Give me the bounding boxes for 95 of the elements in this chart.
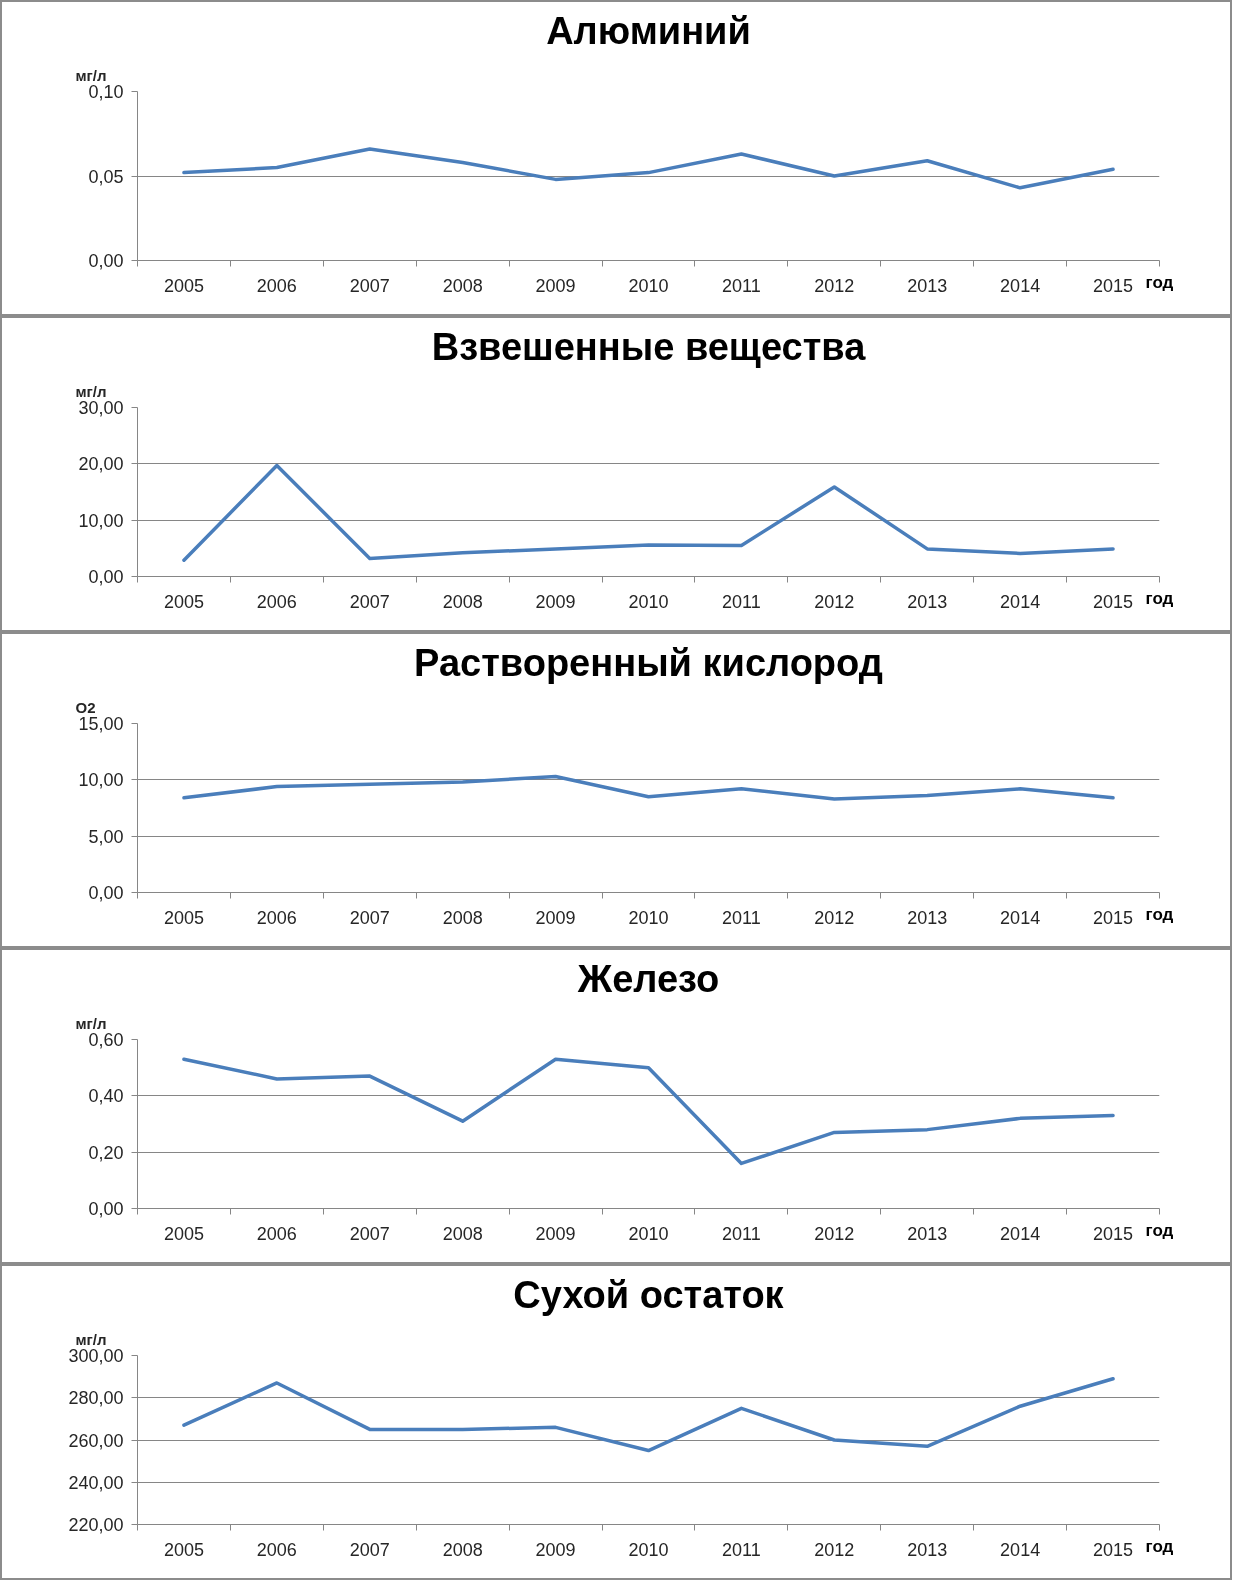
- x-tick-label: 2015: [1093, 591, 1134, 612]
- y-tick-label: 15,00: [78, 714, 124, 734]
- chart-title: Железо: [576, 957, 720, 1000]
- y-axis-title: мг/л: [75, 1330, 107, 1348]
- x-axis-title: год: [1145, 272, 1174, 292]
- x-tick-label: 2008: [442, 1223, 483, 1244]
- x-tick-label: 2007: [349, 1223, 390, 1244]
- x-tick-label: 2009: [535, 1223, 576, 1244]
- x-tick-label: 2013: [907, 1539, 948, 1560]
- x-tick-label: 2011: [722, 1223, 761, 1244]
- y-tick-label: 0,00: [88, 883, 124, 903]
- x-tick-label: 2005: [163, 275, 204, 296]
- x-tick-label: 2012: [814, 275, 855, 296]
- x-tick-label: 2014: [1000, 275, 1041, 296]
- y-tick-label: 0,05: [88, 166, 124, 187]
- x-tick-label: 2010: [628, 1539, 669, 1560]
- x-tick-label: 2014: [1000, 907, 1041, 928]
- x-tick-label: 2011: [722, 591, 761, 612]
- line-series: [182, 147, 1115, 190]
- x-tick-label: 2012: [814, 591, 855, 612]
- x-tick-label: 2013: [907, 591, 948, 612]
- x-axis-title: год: [1145, 904, 1174, 924]
- y-tick-label: 0,00: [88, 1199, 124, 1219]
- line-series: [182, 1057, 1115, 1166]
- x-tick-label: 2014: [1000, 1539, 1041, 1560]
- x-tick-label: 2014: [1000, 1223, 1041, 1244]
- y-tick-label: 260,00: [68, 1430, 124, 1451]
- y-tick-label: 5,00: [88, 826, 124, 847]
- x-tick-label: 2015: [1093, 275, 1134, 296]
- y-tick-label: 10,00: [78, 770, 124, 791]
- y-tick-label: 10,00: [78, 510, 124, 531]
- x-tick-label: 2006: [256, 907, 297, 928]
- y-axis-title: мг/л: [75, 1014, 107, 1032]
- y-tick-label: 240,00: [68, 1472, 124, 1493]
- x-tick-label: 2011: [722, 907, 761, 928]
- x-tick-label: 2009: [535, 907, 576, 928]
- line-series: [182, 1376, 1115, 1453]
- x-axis-title: год: [1145, 1536, 1174, 1556]
- x-tick-label: 2007: [349, 1539, 390, 1560]
- x-tick-label: 2007: [349, 275, 390, 296]
- x-tick-label: 2015: [1093, 1223, 1134, 1244]
- x-tick-label: 2007: [349, 907, 390, 928]
- x-tick-label: 2010: [628, 907, 669, 928]
- x-tick-label: 2010: [628, 591, 669, 612]
- x-tick-label: 2013: [907, 275, 948, 296]
- y-tick-label: 0,40: [88, 1086, 124, 1107]
- x-tick-label: 2011: [722, 1539, 761, 1560]
- line-series: [182, 774, 1115, 801]
- x-tick-label: 2008: [442, 907, 483, 928]
- x-tick-label: 2005: [163, 907, 204, 928]
- line-series: [182, 463, 1115, 562]
- x-tick-label: 2011: [722, 275, 761, 296]
- x-tick-label: 2005: [163, 1539, 204, 1560]
- y-axis-title: O2: [75, 698, 96, 716]
- y-tick-label: 0,00: [88, 567, 124, 587]
- x-tick-label: 2012: [814, 907, 855, 928]
- x-axis-title: год: [1145, 1220, 1174, 1240]
- x-tick-label: 2015: [1093, 907, 1134, 928]
- x-tick-label: 2009: [535, 1539, 576, 1560]
- x-tick-label: 2007: [349, 591, 390, 612]
- chart-title: Алюминий: [546, 9, 751, 52]
- x-tick-label: 2005: [163, 1223, 204, 1244]
- y-tick-label: 0,00: [88, 251, 124, 271]
- x-tick-label: 2015: [1093, 1539, 1134, 1560]
- y-axis-title: мг/л: [75, 382, 107, 400]
- x-tick-label: 2008: [442, 591, 483, 612]
- x-tick-label: 2006: [256, 1223, 297, 1244]
- y-tick-label: 0,10: [88, 82, 124, 102]
- y-tick-label: 0,60: [88, 1030, 124, 1050]
- x-axis-title: год: [1145, 588, 1174, 608]
- y-axis-title: мг/л: [75, 66, 107, 84]
- x-tick-label: 2005: [163, 591, 204, 612]
- x-tick-label: 2009: [535, 275, 576, 296]
- x-tick-label: 2013: [907, 907, 948, 928]
- y-tick-label: 220,00: [68, 1515, 124, 1535]
- x-tick-label: 2006: [256, 275, 297, 296]
- x-tick-label: 2006: [256, 1539, 297, 1560]
- x-tick-label: 2013: [907, 1223, 948, 1244]
- x-tick-label: 2010: [628, 275, 669, 296]
- chart-title: Взвешенные вещества: [431, 325, 867, 368]
- chart-title: Растворенный кислород: [414, 641, 883, 684]
- x-tick-label: 2012: [814, 1223, 855, 1244]
- y-tick-label: 280,00: [68, 1388, 124, 1409]
- x-tick-label: 2009: [535, 591, 576, 612]
- x-tick-label: 2014: [1000, 591, 1041, 612]
- x-tick-label: 2006: [256, 591, 297, 612]
- x-tick-label: 2010: [628, 1223, 669, 1244]
- y-tick-label: 30,00: [78, 398, 124, 418]
- chart-title: Сухой остаток: [513, 1273, 785, 1316]
- y-tick-label: 0,20: [88, 1142, 124, 1163]
- x-tick-label: 2008: [442, 275, 483, 296]
- y-tick-label: 20,00: [78, 454, 124, 475]
- y-tick-label: 300,00: [68, 1346, 124, 1366]
- x-tick-label: 2012: [814, 1539, 855, 1560]
- x-tick-label: 2008: [442, 1539, 483, 1560]
